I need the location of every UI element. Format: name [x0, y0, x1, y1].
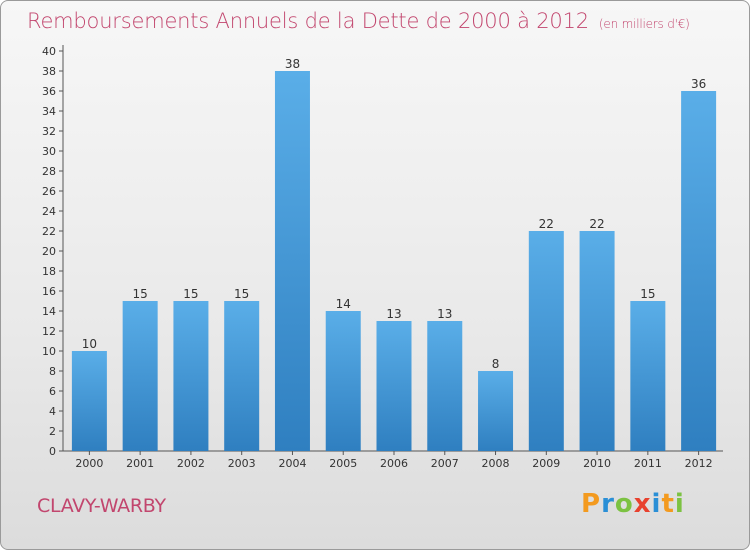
- y-tick-label: 26: [42, 185, 56, 198]
- bar-2007: [427, 321, 463, 451]
- bar-2006: [376, 321, 412, 451]
- data-label-2003: 15: [234, 287, 249, 301]
- y-tick-label: 4: [49, 405, 56, 418]
- bar-2005: [325, 311, 361, 451]
- bar-2009: [528, 231, 564, 451]
- y-tick-label: 14: [42, 305, 56, 318]
- y-tick-label: 8: [49, 365, 56, 378]
- data-label-2009: 22: [539, 217, 554, 231]
- x-tick-label-2009: 2009: [532, 457, 560, 470]
- data-label-2005: 14: [336, 297, 351, 311]
- y-tick-label: 10: [42, 345, 56, 358]
- data-label-2000: 10: [82, 337, 97, 351]
- y-tick-label: 16: [42, 285, 56, 298]
- x-tick-label-2002: 2002: [177, 457, 205, 470]
- commune-name: CLAVY-WARBY: [37, 495, 166, 517]
- x-tick-label-2006: 2006: [380, 457, 408, 470]
- x-tick-label-2011: 2011: [634, 457, 662, 470]
- title-text: Remboursements Annuels de la Dette de 20…: [27, 9, 589, 33]
- bar-2002: [173, 301, 209, 451]
- bar-2011: [630, 301, 666, 451]
- y-tick-label: 32: [42, 125, 56, 138]
- x-tick-label-2004: 2004: [278, 457, 306, 470]
- y-tick-label: 40: [42, 45, 56, 58]
- data-label-2011: 15: [640, 287, 655, 301]
- y-tick-label: 0: [49, 445, 56, 458]
- bar-2001: [122, 301, 158, 451]
- data-label-2012: 36: [691, 77, 706, 91]
- data-label-2004: 38: [285, 57, 300, 71]
- data-label-2010: 22: [589, 217, 604, 231]
- y-tick-label: 12: [42, 325, 56, 338]
- x-tick-label-2008: 2008: [482, 457, 510, 470]
- bar-2008: [478, 371, 514, 451]
- y-tick-label: 30: [42, 145, 56, 158]
- x-tick-label-2010: 2010: [583, 457, 611, 470]
- x-tick-label-2012: 2012: [685, 457, 713, 470]
- data-label-2007: 13: [437, 307, 452, 321]
- x-tick-label-2000: 2000: [75, 457, 103, 470]
- y-tick-label: 28: [42, 165, 56, 178]
- bar-2010: [579, 231, 615, 451]
- title-unit: (en milliers d'€): [598, 17, 690, 31]
- bar-2004: [274, 71, 310, 451]
- data-label-2008: 8: [492, 357, 500, 371]
- y-tick-label: 36: [42, 85, 56, 98]
- y-tick-label: 22: [42, 225, 56, 238]
- x-tick-label-2001: 2001: [126, 457, 154, 470]
- bar-2000: [71, 351, 107, 451]
- y-tick-label: 38: [42, 65, 56, 78]
- y-tick-label: 18: [42, 265, 56, 278]
- data-label-2006: 13: [386, 307, 401, 321]
- y-tick-label: 24: [42, 205, 56, 218]
- data-label-2002: 15: [183, 287, 198, 301]
- y-tick-label: 6: [49, 385, 56, 398]
- x-tick-label-2007: 2007: [431, 457, 459, 470]
- y-tick-label: 20: [42, 245, 56, 258]
- bar-2012: [681, 91, 717, 451]
- bar-2003: [224, 301, 260, 451]
- chart-title: Remboursements Annuels de la Dette de 20…: [27, 9, 690, 33]
- y-tick-label: 34: [42, 105, 56, 118]
- y-tick-label: 2: [49, 425, 56, 438]
- x-tick-label-2005: 2005: [329, 457, 357, 470]
- x-tick-label-2003: 2003: [228, 457, 256, 470]
- data-label-2001: 15: [133, 287, 148, 301]
- proxiti-logo: Proxiti: [581, 489, 685, 519]
